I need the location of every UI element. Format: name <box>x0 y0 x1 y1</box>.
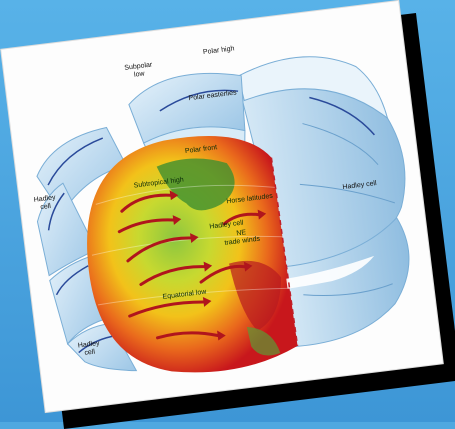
diagram-frame: Subpolar low Polar high Polar easterlies… <box>1 0 443 413</box>
globe-boundary <box>270 157 299 346</box>
label-hadley-cell-left-bottom: Hadley cell <box>77 339 100 357</box>
wind-arrows <box>117 193 260 340</box>
left-circulation-cells <box>36 126 138 372</box>
label-subpolar-low: Subpolar low <box>124 61 153 79</box>
equator-cloud-band <box>286 255 375 289</box>
wind-arrowheads <box>169 190 267 341</box>
cell-flow-arrows <box>47 89 375 354</box>
label-hadley-cell-left-top: Hadley cell <box>33 194 56 212</box>
atmospheric-circulation-diagram <box>36 56 410 373</box>
